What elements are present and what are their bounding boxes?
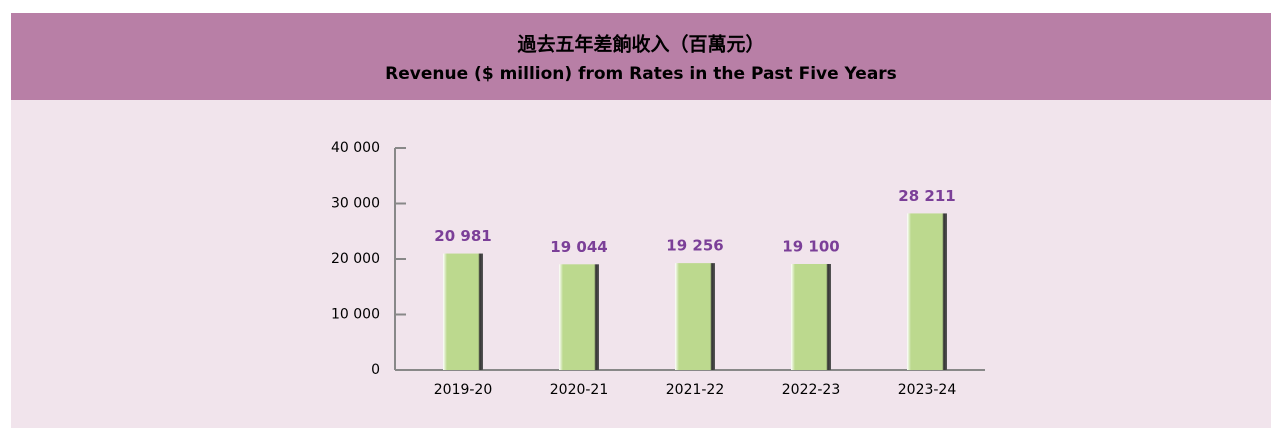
header-band (11, 13, 1271, 100)
value-label: 28 211 (898, 187, 955, 205)
bar (675, 263, 715, 370)
y-tick-label: 20 000 (331, 251, 380, 267)
y-tick-label: 30 000 (331, 196, 380, 212)
bar (559, 264, 599, 370)
bar (791, 263, 831, 370)
y-tick-label: 40 000 (331, 140, 380, 156)
x-tick-label: 2019-20 (434, 382, 493, 398)
y-tick-label: 10 000 (331, 307, 380, 323)
y-tick-label: 0 (371, 362, 380, 378)
value-label: 19 100 (782, 237, 839, 255)
x-tick-label: 2020-21 (550, 382, 609, 398)
chart-title: 過去五年差餉收入（百萬元） (517, 33, 764, 56)
bar (443, 253, 483, 370)
bar (907, 213, 947, 370)
x-tick-label: 2023-24 (898, 382, 957, 398)
value-label: 19 256 (666, 237, 723, 255)
chart-background (11, 100, 1271, 428)
value-label: 20 981 (434, 227, 491, 245)
chart-subtitle: Revenue ($ million) from Rates in the Pa… (385, 64, 897, 84)
x-tick-label: 2022-23 (782, 382, 841, 398)
value-label: 19 044 (550, 238, 607, 256)
x-tick-label: 2021-22 (666, 382, 725, 398)
